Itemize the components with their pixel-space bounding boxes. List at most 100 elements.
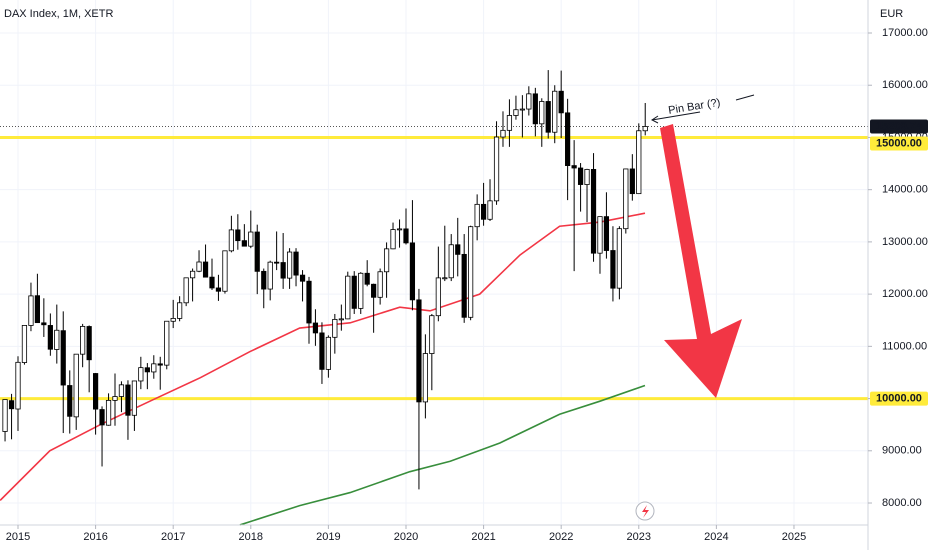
candle-body	[248, 231, 254, 247]
candle-body	[189, 270, 196, 279]
note-arrow-head	[651, 115, 659, 124]
candle-body	[371, 283, 377, 298]
candle-body	[202, 261, 209, 278]
x-tick-label: 2015	[6, 531, 30, 543]
y-tick-label: 14000.00	[882, 184, 928, 196]
candle-body	[377, 271, 383, 298]
candle-body	[545, 101, 551, 133]
candle-body	[306, 280, 312, 324]
candle-body	[584, 169, 590, 185]
moving-average	[0, 212, 646, 501]
candle-body	[286, 251, 293, 279]
candle-body	[99, 409, 105, 426]
candle-body	[500, 129, 506, 138]
candle-body	[455, 244, 461, 255]
candle-body	[183, 277, 189, 304]
candle-body	[118, 384, 125, 397]
candle-body	[112, 396, 118, 401]
candle-body	[422, 353, 428, 403]
candle-body	[138, 367, 144, 382]
candle-body	[92, 373, 99, 410]
candle-body	[590, 169, 597, 254]
candle-body	[235, 229, 241, 242]
candle-body	[21, 325, 28, 363]
candle-body	[131, 380, 137, 416]
y-tick-label: 11000.00	[882, 340, 927, 352]
candle-body	[642, 126, 648, 132]
candle-body	[558, 90, 564, 114]
y-tick-label: 13000.00	[882, 236, 928, 248]
candle-body	[636, 130, 642, 195]
level-label-box	[870, 391, 928, 406]
candle-body	[293, 251, 299, 276]
candle-body	[345, 275, 351, 320]
last-price-label: 15209.74	[876, 120, 923, 132]
candle-body	[325, 336, 331, 370]
y-tick-label: 17000.00	[882, 27, 928, 39]
candle-body	[448, 244, 454, 279]
x-tick-label: 2019	[316, 531, 340, 543]
candle-body	[280, 262, 286, 279]
candle-body	[164, 320, 170, 366]
candle-body	[125, 384, 131, 416]
candle-body	[571, 165, 577, 169]
y-tick-label: 12000.00	[882, 288, 928, 300]
candle-body	[532, 93, 538, 125]
last-price-label-box	[870, 119, 928, 134]
candle-body	[519, 108, 525, 111]
candle-body	[196, 261, 202, 272]
candle-body	[228, 229, 234, 252]
candle-body	[506, 115, 513, 131]
candle-body	[144, 367, 150, 373]
note-line	[735, 94, 755, 101]
candle-body	[493, 136, 500, 202]
candle-body	[254, 231, 260, 272]
y-tick-label: 8000.00	[882, 497, 922, 509]
x-tick-label: 2022	[549, 531, 573, 543]
candle-body	[222, 250, 228, 292]
candle-body	[261, 270, 267, 290]
candle-body	[603, 216, 610, 251]
candle-body	[241, 240, 247, 247]
candle-body	[177, 302, 183, 319]
candle-body	[435, 277, 441, 317]
candle-body	[623, 168, 629, 230]
candle-body	[47, 325, 53, 350]
y-tick-label: 9000.00	[882, 445, 922, 457]
candle-body	[2, 399, 8, 432]
candle-body	[461, 253, 467, 318]
candle-body	[610, 250, 616, 289]
candle-body	[28, 295, 34, 326]
x-tick-label: 2018	[239, 531, 263, 543]
x-tick-label: 2021	[471, 531, 495, 543]
chart-title: DAX Index, 1M, XETR	[4, 8, 113, 20]
candle-body	[80, 325, 86, 355]
candle-body	[67, 385, 73, 417]
candle-body	[170, 318, 176, 322]
y-tick-label: 16000.00	[882, 79, 928, 91]
moving-average	[239, 384, 646, 526]
candle-body	[442, 277, 448, 280]
candle-body	[597, 216, 603, 254]
candle-body	[577, 167, 584, 185]
candle-body	[429, 315, 435, 354]
candle-body	[319, 332, 325, 370]
candle-body	[54, 329, 60, 350]
x-tick-label: 2023	[627, 531, 651, 543]
level-label-box	[870, 136, 928, 151]
note-arrow	[651, 111, 701, 121]
candle-body	[215, 287, 222, 292]
currency: EUR	[880, 8, 903, 20]
candle-body	[539, 101, 545, 125]
candle-body	[34, 295, 41, 324]
candle-body	[151, 363, 157, 373]
icon-bolt	[642, 505, 649, 518]
candle-body	[474, 203, 480, 228]
candle-body	[565, 112, 571, 166]
x-tick-label: 2020	[394, 531, 418, 543]
candle-body	[480, 203, 487, 220]
level-label: 10000.00	[876, 392, 922, 404]
candle-body	[8, 400, 15, 410]
candle-body	[409, 242, 416, 301]
